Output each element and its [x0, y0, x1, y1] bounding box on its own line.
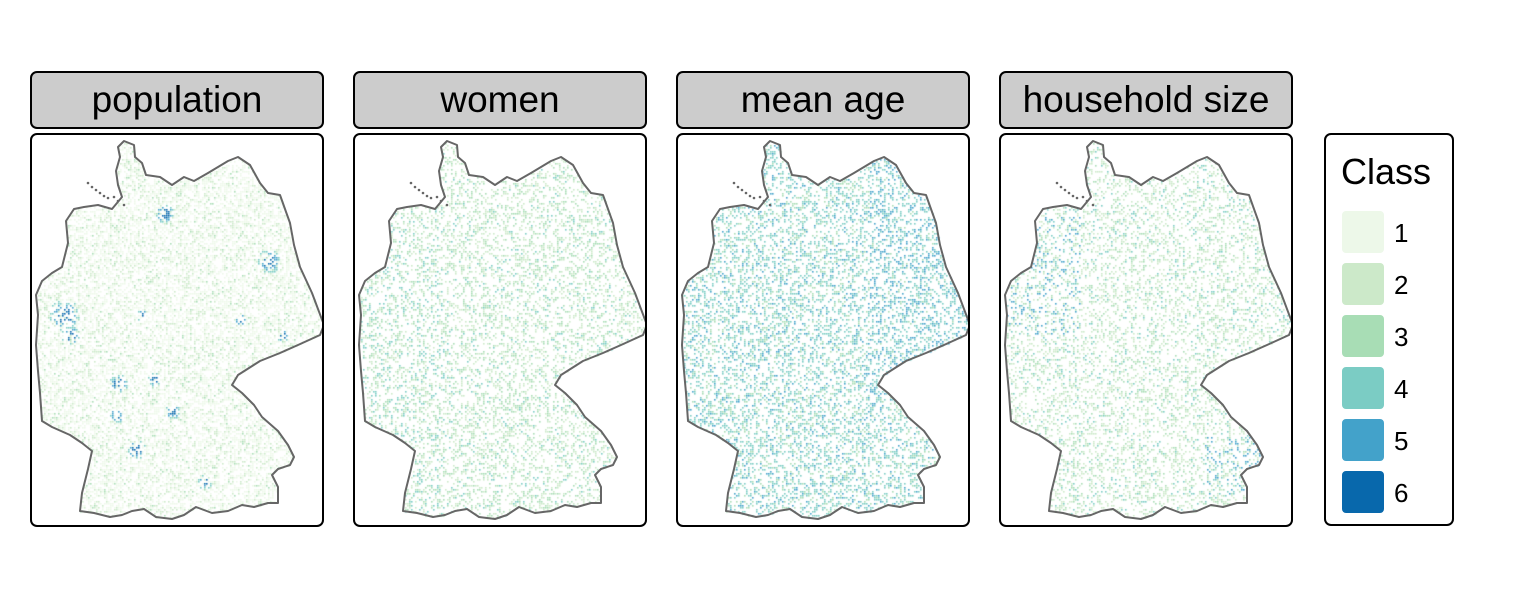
island-dot [1071, 194, 1075, 198]
legend: Class 1 2 3 4 5 6 [1324, 133, 1454, 526]
legend-label-3: 3 [1394, 322, 1409, 352]
legend-key-4 [1342, 367, 1384, 409]
island-dot [1055, 181, 1059, 185]
island-dot [435, 195, 439, 199]
island-dot [409, 181, 413, 185]
facet-strip-label: mean age [676, 71, 970, 129]
legend-label-4: 4 [1394, 374, 1409, 404]
island-dot [732, 181, 736, 185]
country-border [35, 140, 322, 520]
island-dot [736, 185, 740, 189]
island-dot [425, 194, 429, 198]
island-dot [90, 185, 94, 189]
island-dot [102, 194, 106, 198]
legend-key-6 [1342, 471, 1384, 513]
island-dot [94, 188, 98, 192]
island-dot [421, 191, 425, 195]
island-dot [1059, 185, 1063, 189]
facet-panel-women: women [353, 71, 647, 527]
island-dot [122, 203, 126, 207]
legend-label-2: 2 [1394, 270, 1409, 300]
facet-panel-mean-age: mean age [676, 71, 970, 527]
island-dot [752, 196, 756, 200]
country-border [681, 140, 968, 520]
island-dot [744, 191, 748, 195]
island-dot [758, 195, 762, 199]
raster-cells [1001, 135, 1291, 525]
island-dot [106, 196, 110, 200]
germany-outline [35, 140, 322, 520]
island-dot [98, 191, 102, 195]
island-dot [413, 185, 417, 189]
facet-strip-label: women [353, 71, 647, 129]
island-dot [1063, 188, 1067, 192]
country-border [1004, 140, 1291, 520]
country-border [358, 140, 645, 520]
germany-outline [358, 140, 645, 520]
germany-map-household-size [999, 133, 1293, 527]
facet-panel-household-size: household size [999, 71, 1293, 527]
legend-key-1 [1342, 211, 1384, 253]
island-dot [748, 194, 752, 198]
legend-label-1: 1 [1394, 218, 1409, 248]
legend-label-6: 6 [1394, 478, 1409, 508]
island-dot [112, 195, 116, 199]
island-dot [1067, 191, 1071, 195]
island-dot [86, 181, 90, 185]
island-dot [1081, 195, 1085, 199]
island-dot [445, 203, 449, 207]
island-dot [1085, 199, 1089, 203]
island-dot [1075, 196, 1079, 200]
legend-key-5 [1342, 419, 1384, 461]
island-dot [1091, 203, 1095, 207]
legend-key-3 [1342, 315, 1384, 357]
legend-title: Class [1341, 151, 1432, 192]
island-dot [740, 188, 744, 192]
island-dot [762, 199, 766, 203]
island-dot [116, 199, 120, 203]
germany-map-mean-age [676, 133, 970, 527]
raster-cells [678, 135, 968, 525]
legend-label-5: 5 [1394, 426, 1409, 456]
island-dot [417, 188, 421, 192]
raster-cells [355, 135, 645, 525]
germany-outline [1004, 140, 1291, 520]
island-dot [429, 196, 433, 200]
raster-cells [32, 135, 322, 525]
facet-panel-population: population [30, 71, 324, 527]
germany-map-women [353, 133, 647, 527]
facet-strip-label: household size [999, 71, 1293, 129]
island-dot [439, 199, 443, 203]
germany-map-population [30, 133, 324, 527]
facet-strip-label: population [30, 71, 324, 129]
legend-key-2 [1342, 263, 1384, 305]
island-dot [768, 203, 772, 207]
germany-outline [681, 140, 968, 520]
